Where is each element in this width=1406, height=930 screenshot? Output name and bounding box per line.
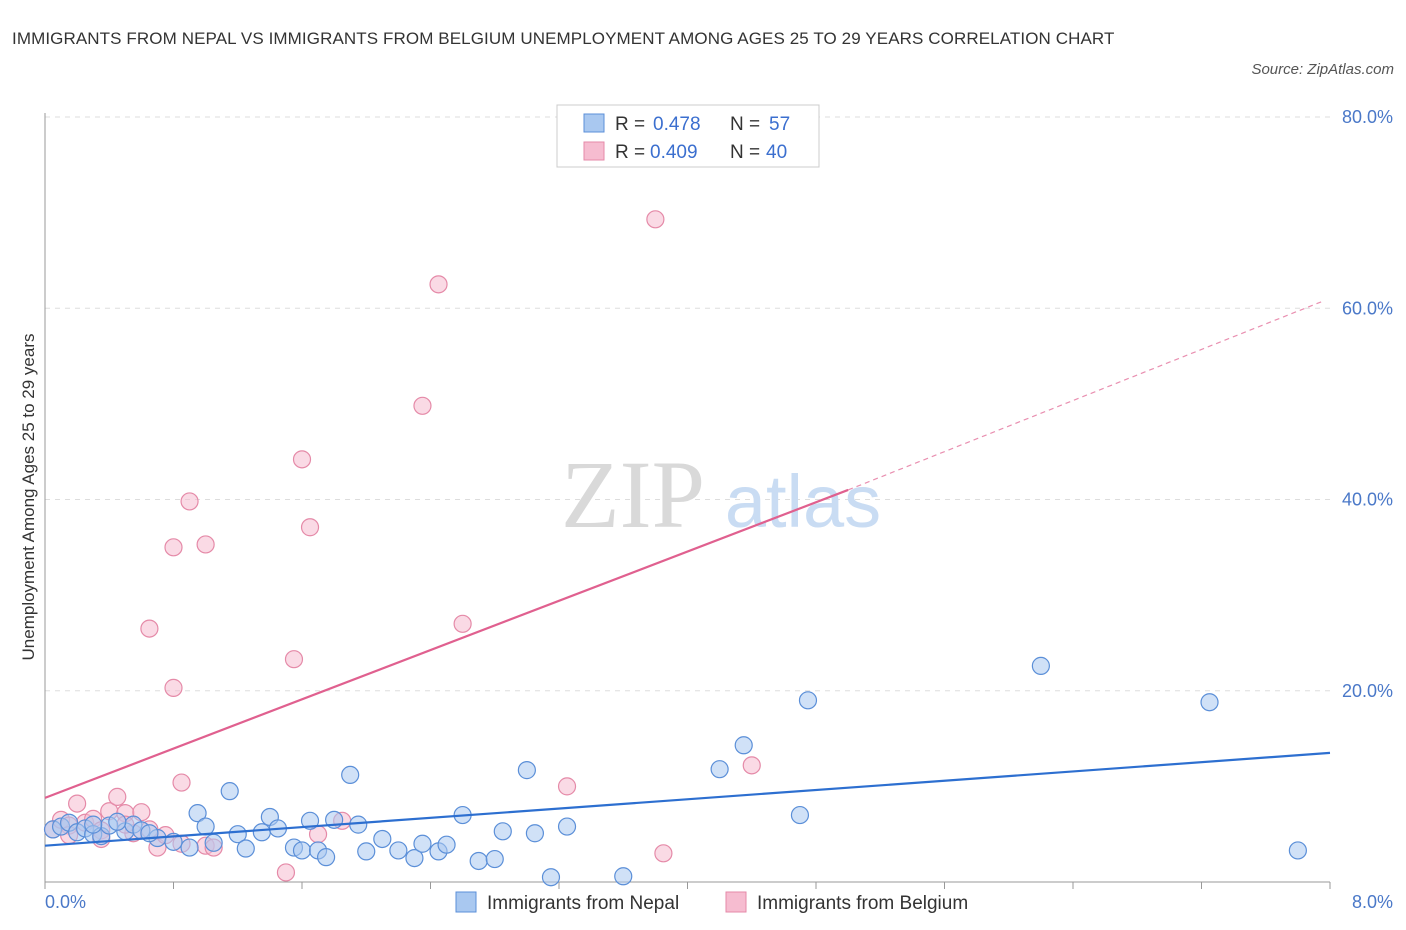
nepal-point <box>252 823 271 842</box>
source-label: Source: ZipAtlas.com <box>1251 61 1394 78</box>
belgium-point <box>742 756 761 775</box>
nepal-point <box>798 691 818 710</box>
belgium-point <box>654 844 673 863</box>
watermark-zip: ZIP <box>561 441 705 548</box>
nepal-point <box>469 851 488 871</box>
nepal-point <box>493 822 512 841</box>
chart-title: IMMIGRANTS FROM NEPAL VS IMMIGRANTS FROM… <box>12 29 1115 48</box>
nepal-point <box>405 848 424 868</box>
nepal-point <box>108 812 127 831</box>
y-tick-labels: 20.0% 40.0% 60.0% 80.0% <box>1342 107 1393 701</box>
series-label-nepal: Immigrants from Nepal <box>487 893 679 914</box>
belgium-point <box>172 773 191 792</box>
legend-n-value-nepal: 57 <box>769 114 790 135</box>
trend-lines <box>44 300 1331 847</box>
belgium-point <box>300 518 320 537</box>
nepal-point <box>349 815 368 834</box>
belgium-trend-extension <box>847 300 1323 491</box>
belgium-point <box>292 450 312 469</box>
y-axis-label: Unemployment Among Ages 25 to 29 years <box>19 334 38 661</box>
nepal-point <box>180 838 199 857</box>
legend-r-label-nepal: R = <box>615 114 645 135</box>
nepal-point <box>300 811 320 830</box>
y-tick-label: 20.0% <box>1342 681 1393 701</box>
belgium-point <box>164 678 183 697</box>
belgium-point <box>68 794 87 813</box>
nepal-point <box>525 824 545 843</box>
nepal-point <box>204 833 223 852</box>
belgium-point <box>180 492 199 511</box>
nepal-points <box>43 656 1307 887</box>
legend-n-label-belgium: N = <box>730 142 760 163</box>
belgium-trend-line <box>44 488 849 799</box>
nepal-point <box>557 817 577 836</box>
nepal-point <box>228 825 247 844</box>
nepal-point <box>188 804 207 823</box>
series-legend: Immigrants from Nepal Immigrants from Be… <box>455 891 968 914</box>
correlation-legend: R = 0.478 N = 57 R = 0.409 N = 40 <box>556 104 820 168</box>
nepal-point <box>220 782 239 801</box>
belgium-point <box>196 535 215 554</box>
x-tick-label-max: 8.0% <box>1352 892 1393 912</box>
legend-r-value-nepal: 0.478 <box>653 114 701 135</box>
nepal-point <box>517 761 536 780</box>
nepal-point <box>292 841 312 860</box>
nepal-point <box>413 834 432 853</box>
nepal-point <box>341 765 360 785</box>
watermark: ZIP atlas <box>561 441 881 548</box>
belgium-point <box>413 396 432 415</box>
belgium-point <box>164 538 183 557</box>
belgium-point <box>276 863 296 882</box>
series-swatch-nepal <box>455 891 477 913</box>
nepal-point <box>357 842 376 861</box>
legend-r-label-belgium: R = <box>615 142 645 163</box>
nepal-trend-line <box>44 751 1331 847</box>
nepal-point <box>790 805 810 825</box>
belgium-point <box>429 275 448 294</box>
belgium-point <box>284 650 304 669</box>
legend-n-value-belgium: 40 <box>766 142 787 163</box>
x-ticks <box>44 882 1331 889</box>
y-tick-label: 60.0% <box>1342 298 1393 318</box>
nepal-point <box>84 815 103 834</box>
nepal-point <box>485 849 504 869</box>
watermark-atlas: atlas <box>725 460 881 543</box>
belgium-point <box>140 619 159 638</box>
nepal-point <box>389 841 408 860</box>
y-tick-label: 40.0% <box>1342 490 1393 510</box>
x-tick-label-min: 0.0% <box>45 892 86 912</box>
nepal-point <box>316 848 336 867</box>
nepal-point <box>196 817 215 836</box>
legend-r-value-belgium: 0.409 <box>650 142 698 163</box>
legend-n-label-nepal: N = <box>730 114 760 135</box>
nepal-point <box>734 736 753 755</box>
belgium-point <box>108 787 127 806</box>
grid-lines <box>45 116 1330 692</box>
nepal-point <box>1288 841 1307 860</box>
nepal-point <box>1200 693 1219 712</box>
series-swatch-belgium <box>725 891 747 913</box>
belgium-point <box>557 777 577 796</box>
belgium-point <box>453 614 472 633</box>
nepal-point <box>614 867 633 886</box>
nepal-point <box>373 829 392 849</box>
nepal-point <box>236 839 255 858</box>
y-tick-label: 80.0% <box>1342 107 1393 127</box>
nepal-point <box>541 868 561 887</box>
nepal-point <box>710 760 729 779</box>
nepal-point <box>1031 656 1050 675</box>
legend-swatch-nepal <box>583 113 605 133</box>
belgium-point <box>646 210 665 229</box>
series-label-belgium: Immigrants from Belgium <box>757 893 968 914</box>
nepal-point <box>437 835 456 854</box>
legend-swatch-belgium <box>583 141 605 161</box>
